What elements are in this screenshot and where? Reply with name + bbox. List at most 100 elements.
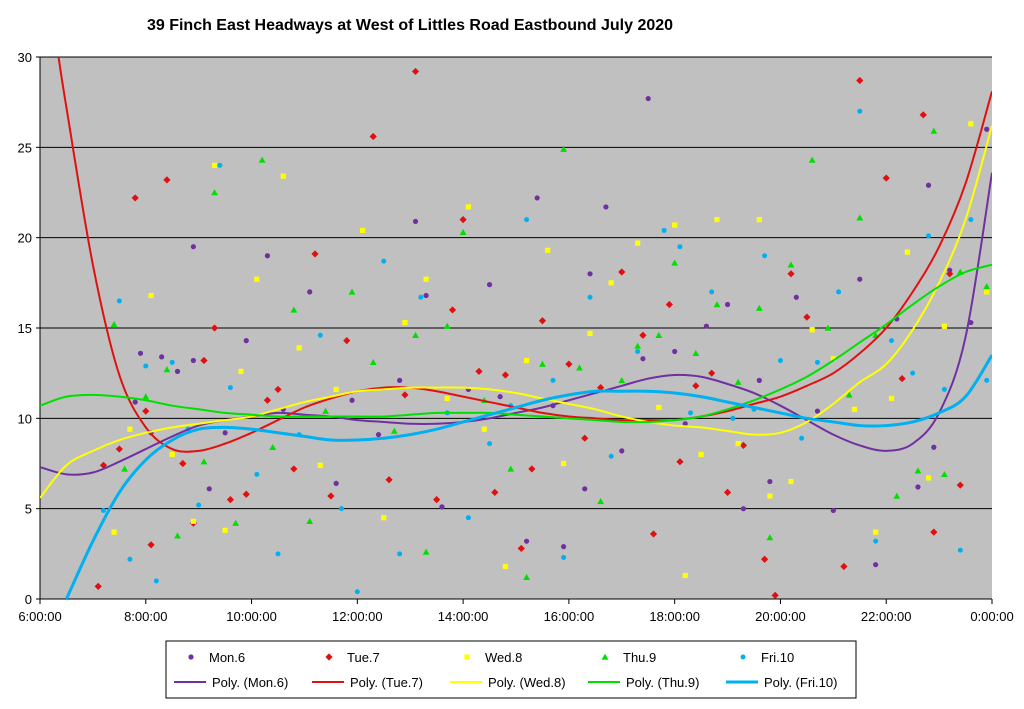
data-point bbox=[634, 342, 642, 349]
data-point bbox=[290, 306, 298, 313]
series-wed-8 bbox=[111, 121, 990, 579]
data-point bbox=[767, 493, 773, 499]
data-point bbox=[824, 324, 832, 331]
data-point bbox=[360, 227, 366, 234]
data-point bbox=[808, 156, 816, 163]
x-tick-label: 6:00:00 bbox=[18, 609, 61, 624]
data-point bbox=[443, 322, 451, 329]
data-point bbox=[640, 356, 646, 362]
data-point bbox=[845, 391, 853, 398]
data-point bbox=[893, 492, 901, 499]
legend-entry: Wed.8 bbox=[485, 650, 522, 665]
data-point bbox=[582, 486, 588, 492]
x-tick-label: 20:00:00 bbox=[755, 609, 806, 624]
trendline-poly-tue-7 bbox=[57, 57, 992, 453]
data-point bbox=[423, 292, 429, 299]
data-point bbox=[242, 490, 250, 498]
data-point bbox=[147, 541, 155, 549]
data-point bbox=[587, 294, 593, 300]
data-point bbox=[762, 253, 768, 259]
data-point bbox=[639, 331, 647, 339]
data-point bbox=[915, 484, 921, 490]
data-point bbox=[851, 406, 858, 412]
data-point bbox=[545, 247, 551, 253]
data-point bbox=[327, 492, 335, 500]
data-point bbox=[734, 378, 742, 385]
data-point bbox=[290, 465, 298, 473]
data-point bbox=[984, 377, 990, 383]
legend-entry: Poly. (Mon.6) bbox=[212, 675, 288, 690]
legend-entry: Poly. (Fri.10) bbox=[764, 675, 837, 690]
data-point bbox=[227, 385, 233, 391]
data-point bbox=[931, 444, 937, 450]
data-point bbox=[898, 374, 906, 383]
data-point bbox=[132, 399, 138, 405]
data-point bbox=[501, 371, 510, 379]
data-point bbox=[767, 478, 773, 485]
data-point bbox=[740, 506, 747, 512]
legend-entry: Fri.10 bbox=[761, 650, 794, 665]
data-point bbox=[925, 475, 932, 481]
data-point bbox=[333, 386, 339, 393]
data-point bbox=[211, 162, 218, 168]
y-tick-label: 0 bbox=[25, 592, 32, 607]
y-tick-label: 30 bbox=[18, 50, 32, 65]
data-point bbox=[354, 589, 360, 595]
data-point bbox=[412, 218, 419, 225]
data-point bbox=[957, 547, 963, 553]
data-point bbox=[459, 228, 467, 235]
data-point bbox=[698, 451, 704, 458]
data-point bbox=[723, 488, 732, 497]
data-point bbox=[724, 301, 731, 308]
data-point bbox=[465, 204, 471, 210]
data-point bbox=[137, 350, 144, 356]
data-point bbox=[587, 271, 593, 277]
data-point bbox=[756, 377, 762, 383]
data-point bbox=[714, 217, 720, 223]
data-point bbox=[397, 377, 403, 383]
legend-marker bbox=[601, 653, 609, 660]
data-point bbox=[703, 323, 710, 329]
y-tick-label: 25 bbox=[18, 140, 32, 155]
data-point bbox=[385, 476, 393, 484]
data-point bbox=[539, 360, 546, 367]
data-point bbox=[275, 551, 281, 557]
data-point bbox=[619, 448, 625, 454]
data-point bbox=[127, 426, 133, 432]
data-point bbox=[956, 481, 964, 489]
data-point bbox=[254, 471, 260, 477]
data-point bbox=[560, 145, 567, 152]
data-point bbox=[338, 506, 344, 512]
series-thu-9 bbox=[110, 127, 991, 581]
x-tick-label: 18:00:00 bbox=[649, 609, 700, 624]
data-point bbox=[465, 515, 471, 521]
data-point bbox=[968, 121, 974, 127]
data-point bbox=[258, 156, 266, 163]
data-point bbox=[143, 363, 149, 369]
x-tick-label: 10:00:00 bbox=[226, 609, 277, 624]
data-point bbox=[756, 217, 762, 223]
data-point bbox=[497, 394, 503, 400]
data-point bbox=[919, 111, 927, 119]
legend-marker bbox=[740, 654, 746, 660]
data-point bbox=[739, 441, 748, 450]
data-point bbox=[254, 276, 260, 282]
data-point bbox=[941, 470, 948, 478]
data-point bbox=[211, 189, 218, 196]
data-point bbox=[655, 331, 663, 338]
data-point bbox=[142, 407, 150, 415]
data-point bbox=[475, 367, 483, 375]
data-point bbox=[840, 562, 848, 571]
plot-area: 0 5 10 15 20 25 30 6:00:00 8:00:00 10:00:00 12:00:… bbox=[18, 50, 1014, 624]
data-point bbox=[174, 368, 181, 374]
data-point bbox=[169, 451, 175, 458]
data-point bbox=[190, 244, 196, 250]
data-point bbox=[692, 349, 700, 357]
data-point bbox=[682, 421, 688, 427]
data-point bbox=[926, 233, 932, 239]
data-point bbox=[672, 222, 678, 228]
data-point bbox=[984, 126, 990, 132]
data-point bbox=[665, 300, 673, 309]
data-point bbox=[692, 382, 700, 390]
